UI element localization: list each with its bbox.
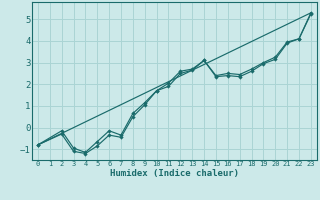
X-axis label: Humidex (Indice chaleur): Humidex (Indice chaleur) [110, 169, 239, 178]
